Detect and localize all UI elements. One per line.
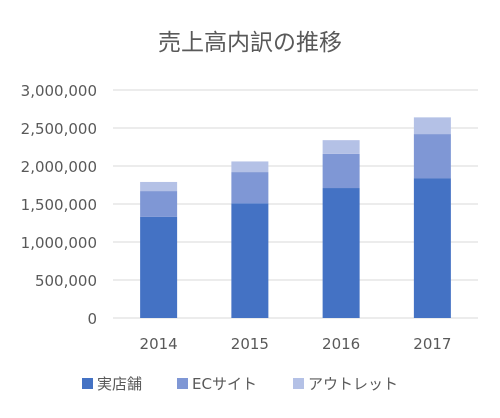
x-tick-label: 2015 [231, 335, 269, 353]
y-tick-label: 2,000,000 [21, 158, 97, 176]
y-tick-label: 0 [87, 310, 97, 328]
legend-swatch [177, 378, 188, 389]
bar-segment [231, 161, 269, 173]
bar-segment [140, 216, 178, 318]
bar-segment [413, 134, 451, 179]
bar-segment [231, 172, 269, 204]
bar-segment [322, 188, 360, 318]
x-axis-tick-labels: 2014 2015 2016 2017 [140, 335, 452, 353]
legend-label: アウトレット [308, 375, 398, 393]
bar-segment [413, 117, 451, 135]
legend-label: 実店舗 [97, 375, 142, 393]
legend-swatch [82, 378, 93, 389]
bar-segment [140, 191, 178, 217]
bar-segment [322, 153, 360, 189]
y-tick-label: 3,000,000 [21, 82, 97, 100]
x-tick-label: 2017 [413, 335, 451, 353]
bar-segment [322, 140, 360, 154]
bars [140, 117, 451, 318]
bar-segment [231, 203, 269, 318]
legend-swatch [293, 378, 304, 389]
x-tick-label: 2016 [322, 335, 360, 353]
y-tick-label: 1,000,000 [21, 234, 97, 252]
x-tick-label: 2014 [140, 335, 178, 353]
y-axis-tick-labels: 0 500,000 1,000,000 1,500,000 2,000,000 2,500… [21, 82, 97, 328]
y-tick-label: 500,000 [35, 272, 97, 290]
bar-segment [140, 181, 178, 192]
legend: 実店舗 ECサイト アウトレット [82, 375, 398, 393]
chart-title: 売上高内訳の推移 [158, 30, 342, 56]
legend-label: ECサイト [192, 375, 257, 393]
y-tick-label: 1,500,000 [21, 196, 97, 214]
bar-segment [413, 178, 451, 318]
y-tick-label: 2,500,000 [21, 120, 97, 138]
